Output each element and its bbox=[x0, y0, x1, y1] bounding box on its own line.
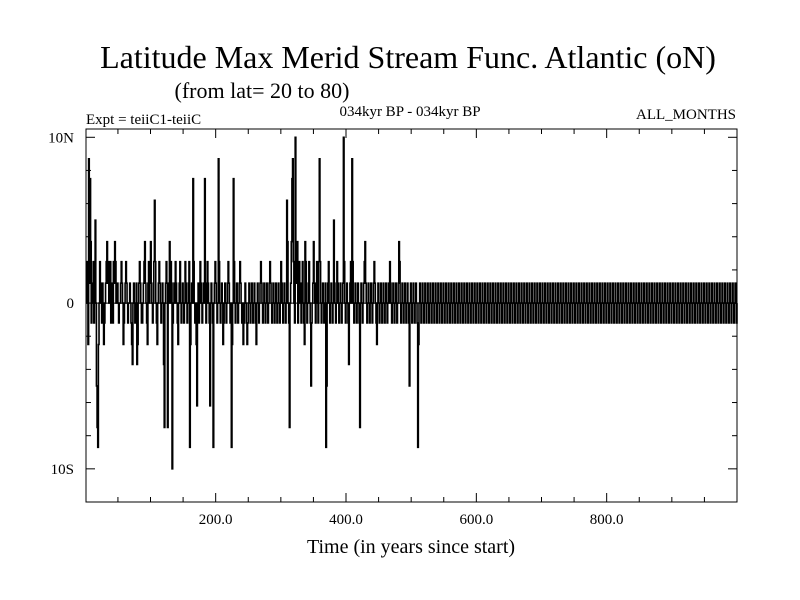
experiment-label: Expt = teiiC1-teiiC bbox=[86, 112, 201, 128]
x-tick-label: 400.0 bbox=[329, 512, 363, 528]
period-label: 034kyr BP - 034kyr BP bbox=[339, 104, 480, 120]
axis-ticks bbox=[86, 129, 737, 503]
chart-subtitle: (from lat= 20 to 80) bbox=[175, 78, 350, 103]
y-tick-label: 10N bbox=[48, 130, 74, 146]
y-tick-label: 0 bbox=[67, 296, 75, 312]
chart-title: Latitude Max Merid Stream Func. Atlantic… bbox=[100, 39, 716, 75]
months-label: ALL_MONTHS bbox=[636, 107, 736, 123]
x-axis-label: Time (in years since start) bbox=[307, 536, 515, 558]
series-group bbox=[85, 136, 738, 470]
y-tick-label: 10S bbox=[51, 462, 74, 478]
series-line-0 bbox=[85, 136, 738, 470]
tick-labels: 200.0 400.0 600.0 800.0 10N 0 10S bbox=[48, 130, 623, 528]
x-tick-label: 600.0 bbox=[459, 512, 493, 528]
x-tick-label: 800.0 bbox=[590, 512, 624, 528]
x-tick-label: 200.0 bbox=[199, 512, 233, 528]
